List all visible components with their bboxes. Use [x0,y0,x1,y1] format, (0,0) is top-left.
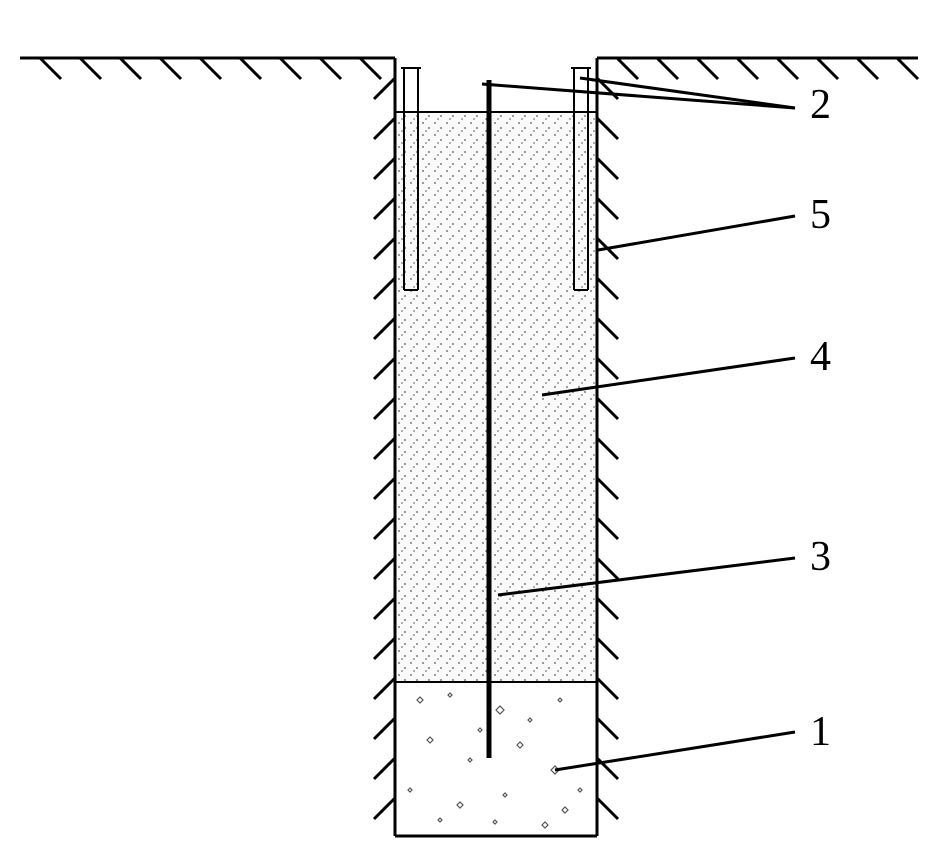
label-5: 5 [810,192,831,238]
sand-fill-region [395,112,597,682]
label-3: 3 [810,534,831,580]
label-4: 4 [810,334,831,380]
bottom-fill-region [395,682,597,836]
label-2: 2 [810,82,831,128]
label-1: 1 [810,709,831,755]
